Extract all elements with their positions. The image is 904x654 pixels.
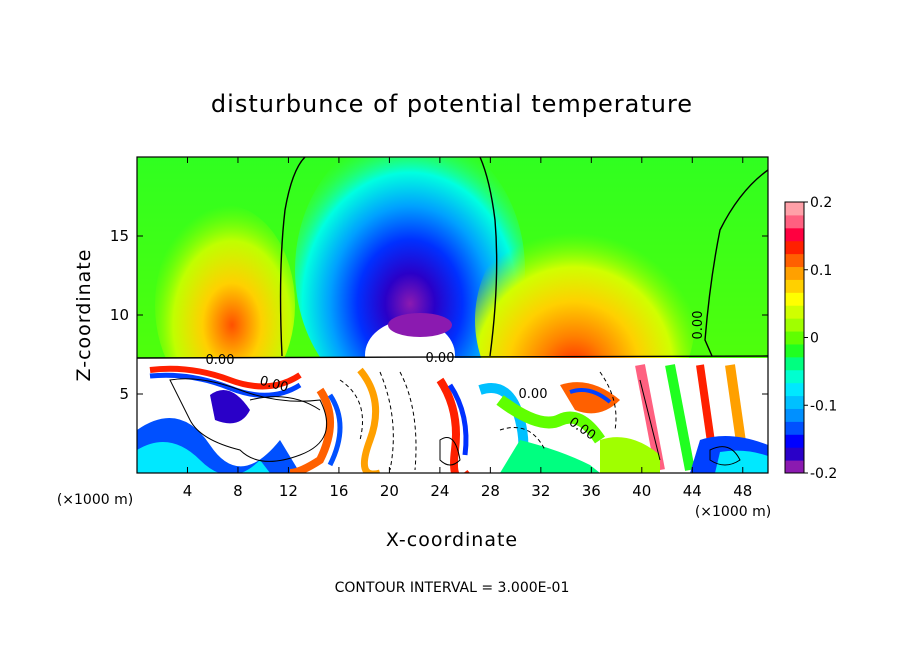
colorbar-swatch xyxy=(785,292,804,306)
contour-label: 0.00 xyxy=(206,353,235,368)
colorbar-swatch xyxy=(785,343,804,358)
colorbar-swatch xyxy=(785,266,804,280)
x-axis-label: X-coordinate xyxy=(386,529,518,551)
colorbar xyxy=(785,202,804,474)
colorbar-swatch xyxy=(785,305,804,319)
x-tick-label: 8 xyxy=(233,482,243,500)
dashed-contours xyxy=(339,371,617,471)
y-tick-label: 5 xyxy=(119,385,129,403)
colorbar-swatch xyxy=(785,395,804,409)
x-tick-label: 4 xyxy=(183,482,193,500)
plot-area xyxy=(137,157,768,473)
colorbar-swatch xyxy=(785,253,804,268)
y-tick-label: 15 xyxy=(110,227,129,245)
colorbar-swatch xyxy=(785,382,804,397)
y-tick-label: 10 xyxy=(110,306,129,324)
colorbar-swatch xyxy=(785,434,804,448)
cold-anomaly xyxy=(295,157,525,410)
colorbar-swatch xyxy=(785,202,804,216)
x-tick-label: 24 xyxy=(430,482,449,500)
x-tick-label: 12 xyxy=(279,482,298,500)
contour-label: 0.00 xyxy=(426,351,455,366)
contour-lines xyxy=(137,157,768,466)
x-tick-label: 44 xyxy=(683,482,702,500)
colorbar-tick-label: -0.2 xyxy=(810,466,837,482)
cold-core-purple xyxy=(388,313,452,337)
warm-anomaly-left xyxy=(155,205,295,405)
x-tick-label: 28 xyxy=(481,482,500,500)
colorbar-tick-label: 0.1 xyxy=(810,263,832,279)
x-tick-label: 40 xyxy=(632,482,651,500)
colorbar-swatch xyxy=(785,369,804,384)
colorbar-tick-label: -0.1 xyxy=(810,398,837,414)
y-axis-label: Z-coordinate xyxy=(73,249,95,382)
x-unit-label-left: (×1000 m) xyxy=(57,492,133,508)
chart-title: disturbunce of potential temperature xyxy=(211,90,693,118)
colorbar-swatch xyxy=(785,318,804,332)
colorbar-swatch xyxy=(785,227,804,242)
colorbar-tick-label: 0.2 xyxy=(810,195,832,211)
colorbar-swatch xyxy=(785,356,804,371)
x-tick-label: 36 xyxy=(582,482,601,500)
colorbar-swatch xyxy=(785,331,804,345)
x-tick-label: 48 xyxy=(733,482,752,500)
colorbar-swatch xyxy=(785,421,804,435)
x-tick-label: 16 xyxy=(329,482,348,500)
y-axis: 5 10 15 xyxy=(110,227,768,403)
colorbar-tick-label: 0 xyxy=(810,331,819,347)
colorbar-swatch xyxy=(785,279,804,293)
contour-label: 0.00 xyxy=(691,311,706,340)
colorbar-swatch xyxy=(785,214,804,229)
x-unit-label-right: (×1000 m) xyxy=(695,504,771,520)
x-tick-label: 32 xyxy=(531,482,550,500)
x-tick-label: 20 xyxy=(380,482,399,500)
contour-interval-note: CONTOUR INTERVAL = 3.000E-01 xyxy=(335,580,570,596)
colorbar-swatch xyxy=(785,240,804,255)
colorbar-swatch xyxy=(785,460,804,474)
colorbar-swatch xyxy=(785,408,804,422)
x-axis: 4 8 12 16 20 24 28 32 36 40 44 48 xyxy=(183,157,752,500)
turbulent-features xyxy=(137,364,768,473)
contour-label: 0.00 xyxy=(519,387,548,402)
colorbar-swatch xyxy=(785,447,804,461)
contour-label: 0.00 xyxy=(258,374,290,396)
colorbar-ticks: 0.2 0.1 0 -0.1 -0.2 xyxy=(804,195,837,482)
